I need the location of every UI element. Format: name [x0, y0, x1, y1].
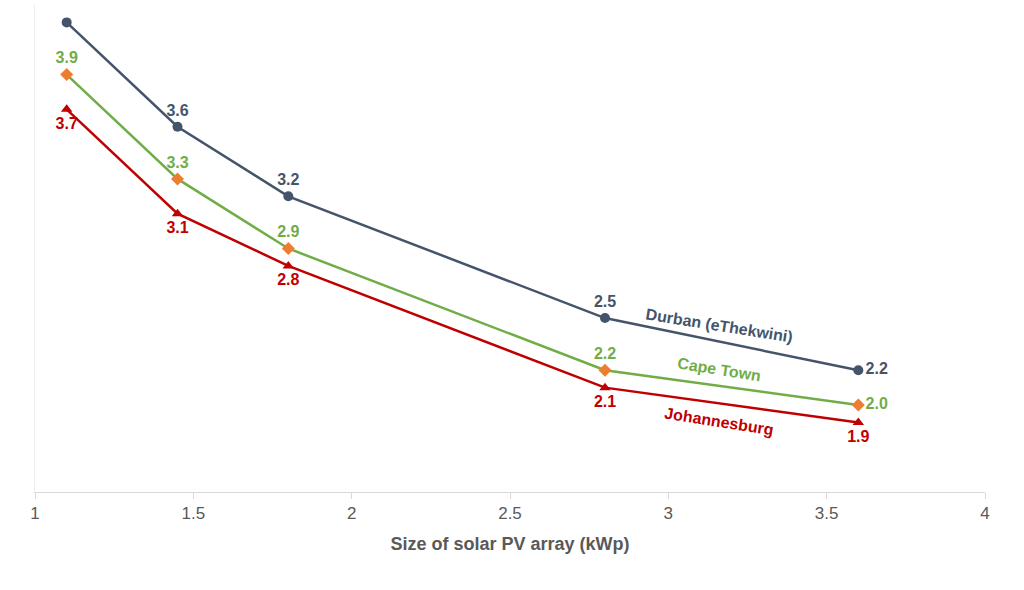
svg-text:2.8: 2.8: [277, 271, 299, 288]
svg-text:4: 4: [980, 504, 989, 523]
svg-text:3.3: 3.3: [166, 154, 188, 171]
svg-text:1.5: 1.5: [182, 504, 206, 523]
svg-text:2.0: 2.0: [866, 395, 888, 412]
svg-text:2.1: 2.1: [594, 393, 616, 410]
svg-text:3.1: 3.1: [166, 219, 188, 236]
svg-text:Cape Town: Cape Town: [676, 355, 762, 385]
svg-text:3.2: 3.2: [277, 171, 299, 188]
svg-text:2.9: 2.9: [277, 223, 299, 240]
svg-text:3: 3: [664, 504, 673, 523]
svg-text:2.5: 2.5: [594, 293, 616, 310]
svg-text:3.5: 3.5: [815, 504, 839, 523]
svg-text:3.7: 3.7: [56, 115, 78, 132]
svg-text:1: 1: [30, 504, 39, 523]
svg-text:2.2: 2.2: [866, 360, 888, 377]
svg-text:1.9: 1.9: [847, 428, 869, 445]
svg-text:2: 2: [347, 504, 356, 523]
svg-text:Durban (eThekwini): Durban (eThekwini): [645, 306, 794, 346]
svg-text:Johannesburg: Johannesburg: [663, 404, 775, 438]
svg-text:2.5: 2.5: [498, 504, 522, 523]
svg-text:3.9: 3.9: [56, 49, 78, 66]
svg-text:2.2: 2.2: [594, 345, 616, 362]
svg-text:Size of solar PV array (kWp): Size of solar PV array (kWp): [390, 534, 629, 554]
svg-text:3.6: 3.6: [166, 102, 188, 119]
